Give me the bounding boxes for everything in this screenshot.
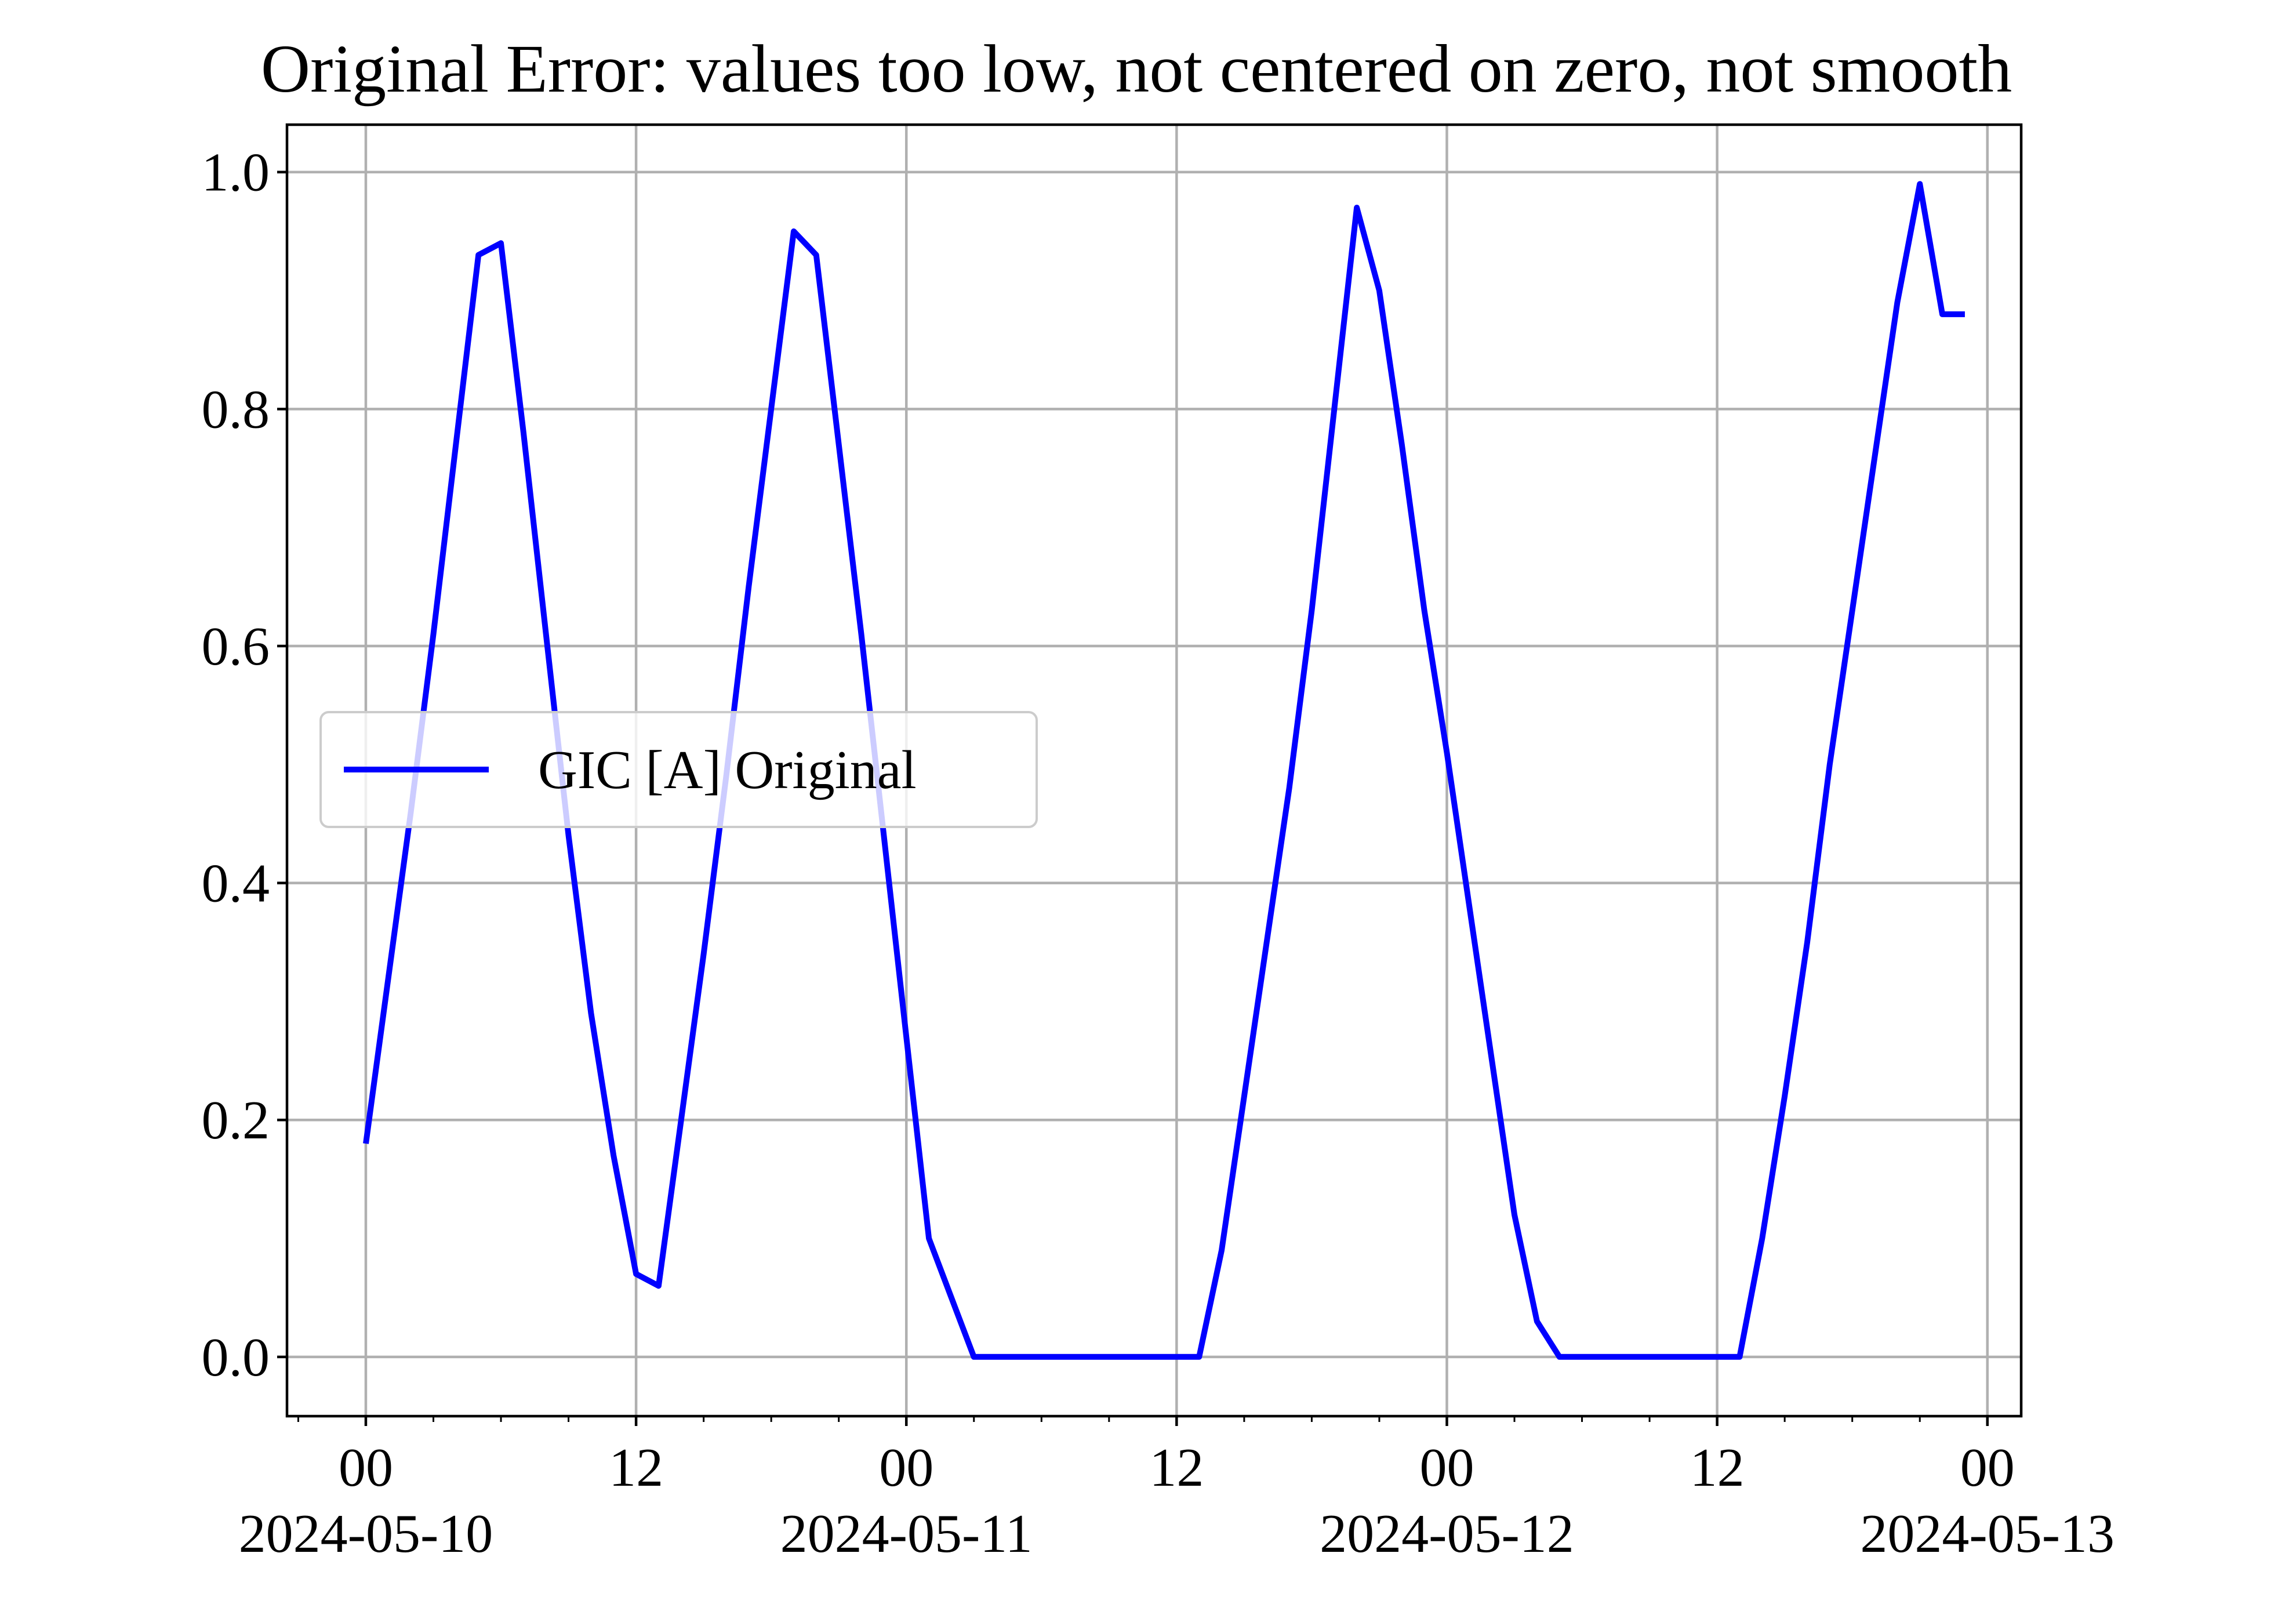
legend: GIC [A] Original xyxy=(319,711,1038,828)
series-layer xyxy=(363,181,1965,1360)
x-tick-label: 12 xyxy=(1690,1438,1745,1498)
x-tick-label: 12 xyxy=(1149,1438,1204,1498)
x-tick-label: 00 xyxy=(1419,1438,1474,1498)
x-tick-date-label: 2024-05-13 xyxy=(1860,1504,2115,1564)
x-tick-label: 00 xyxy=(339,1438,393,1498)
x-tick-date-label: 2024-05-10 xyxy=(239,1504,493,1564)
legend-label: GIC [A] Original xyxy=(538,740,917,800)
y-tick-label: 0.6 xyxy=(202,616,270,677)
plot-area-frame xyxy=(285,123,2023,1418)
y-tick-label: 0.0 xyxy=(202,1327,270,1388)
x-tick-label: 00 xyxy=(879,1438,933,1498)
y-tick-label: 0.8 xyxy=(202,379,270,440)
chart-title: Original Error: values too low, not cent… xyxy=(261,31,2012,107)
y-tick-label: 0.2 xyxy=(202,1090,270,1151)
y-tick-label: 1.0 xyxy=(202,143,270,203)
y-tick-label: 0.4 xyxy=(202,854,270,914)
x-tick-date-label: 2024-05-12 xyxy=(1320,1504,1574,1564)
x-tick-date-label: 2024-05-11 xyxy=(780,1504,1033,1564)
legend-box xyxy=(319,711,1038,828)
x-tick-label: 12 xyxy=(609,1438,663,1498)
series-line-gic-original xyxy=(363,181,1965,1360)
x-tick-label: 00 xyxy=(1960,1438,2015,1498)
